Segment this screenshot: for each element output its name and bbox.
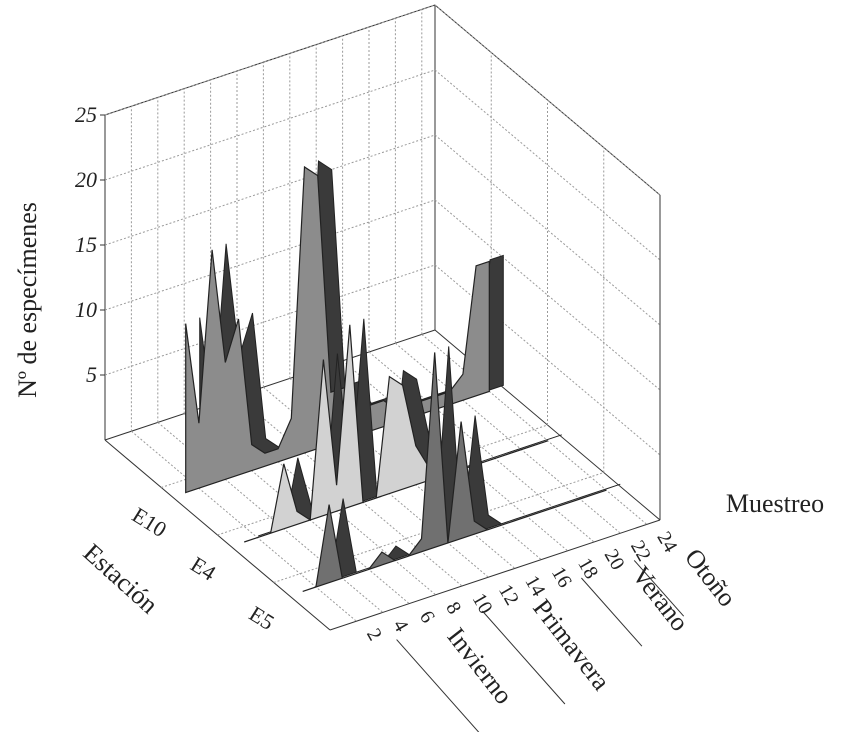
ribbon	[244, 324, 548, 543]
season-leader	[482, 610, 566, 705]
z-tick-label: 5	[86, 362, 97, 387]
season-leader	[633, 560, 685, 617]
y-tick-label: E4	[186, 551, 220, 585]
grid	[104, 4, 661, 631]
grid-line	[434, 69, 661, 261]
x-tick-label: 6	[415, 607, 439, 627]
x-tick-label: 4	[388, 616, 412, 636]
ribbon	[302, 352, 607, 592]
x-tick-label: 12	[494, 581, 523, 609]
grid-line	[434, 199, 661, 391]
y-axis-label: Estación	[78, 538, 164, 619]
z-axis-label: Nº de especímenes	[13, 202, 42, 398]
x-tick-label: 16	[547, 563, 576, 591]
grid-line	[104, 4, 436, 116]
z-tick-label: 25	[75, 102, 97, 127]
x-tick-label: 14	[520, 572, 549, 600]
season-leader	[581, 577, 643, 647]
grid-line	[104, 264, 436, 376]
z-tick-label: 20	[75, 167, 97, 192]
season-label: Primavera	[527, 594, 616, 696]
x-tick-label: 24	[652, 528, 681, 556]
z-tick-label: 15	[75, 232, 97, 257]
grid-line	[434, 134, 661, 326]
x-tick-label: 20	[600, 546, 629, 574]
z-tick-label: 10	[75, 297, 97, 322]
frame-line	[104, 329, 436, 441]
season-label: Otoño	[679, 543, 742, 612]
ribbons	[185, 160, 621, 592]
grid-line	[236, 395, 463, 587]
x-axis-label: Muestreo	[726, 489, 824, 518]
season-label: Invierno	[441, 622, 518, 709]
frame-line	[329, 519, 661, 631]
x-tick-label: 10	[468, 590, 497, 618]
grid-line	[342, 360, 568, 552]
season-label: Verano	[626, 561, 694, 637]
x-tick-label: 8	[441, 598, 465, 618]
grid-line	[104, 199, 436, 311]
grid-line	[104, 69, 436, 181]
x-tick-label: 2	[362, 625, 386, 645]
y-tick-label: E5	[245, 601, 279, 635]
x-tick-label: 18	[573, 554, 602, 582]
grid-line	[131, 430, 357, 622]
grid-line	[104, 134, 436, 246]
grid-line	[434, 4, 661, 196]
y-tick-label: E10	[128, 502, 171, 542]
season-leader	[396, 639, 480, 732]
grid-line	[421, 334, 648, 525]
x-tick-label: 22	[626, 537, 655, 565]
